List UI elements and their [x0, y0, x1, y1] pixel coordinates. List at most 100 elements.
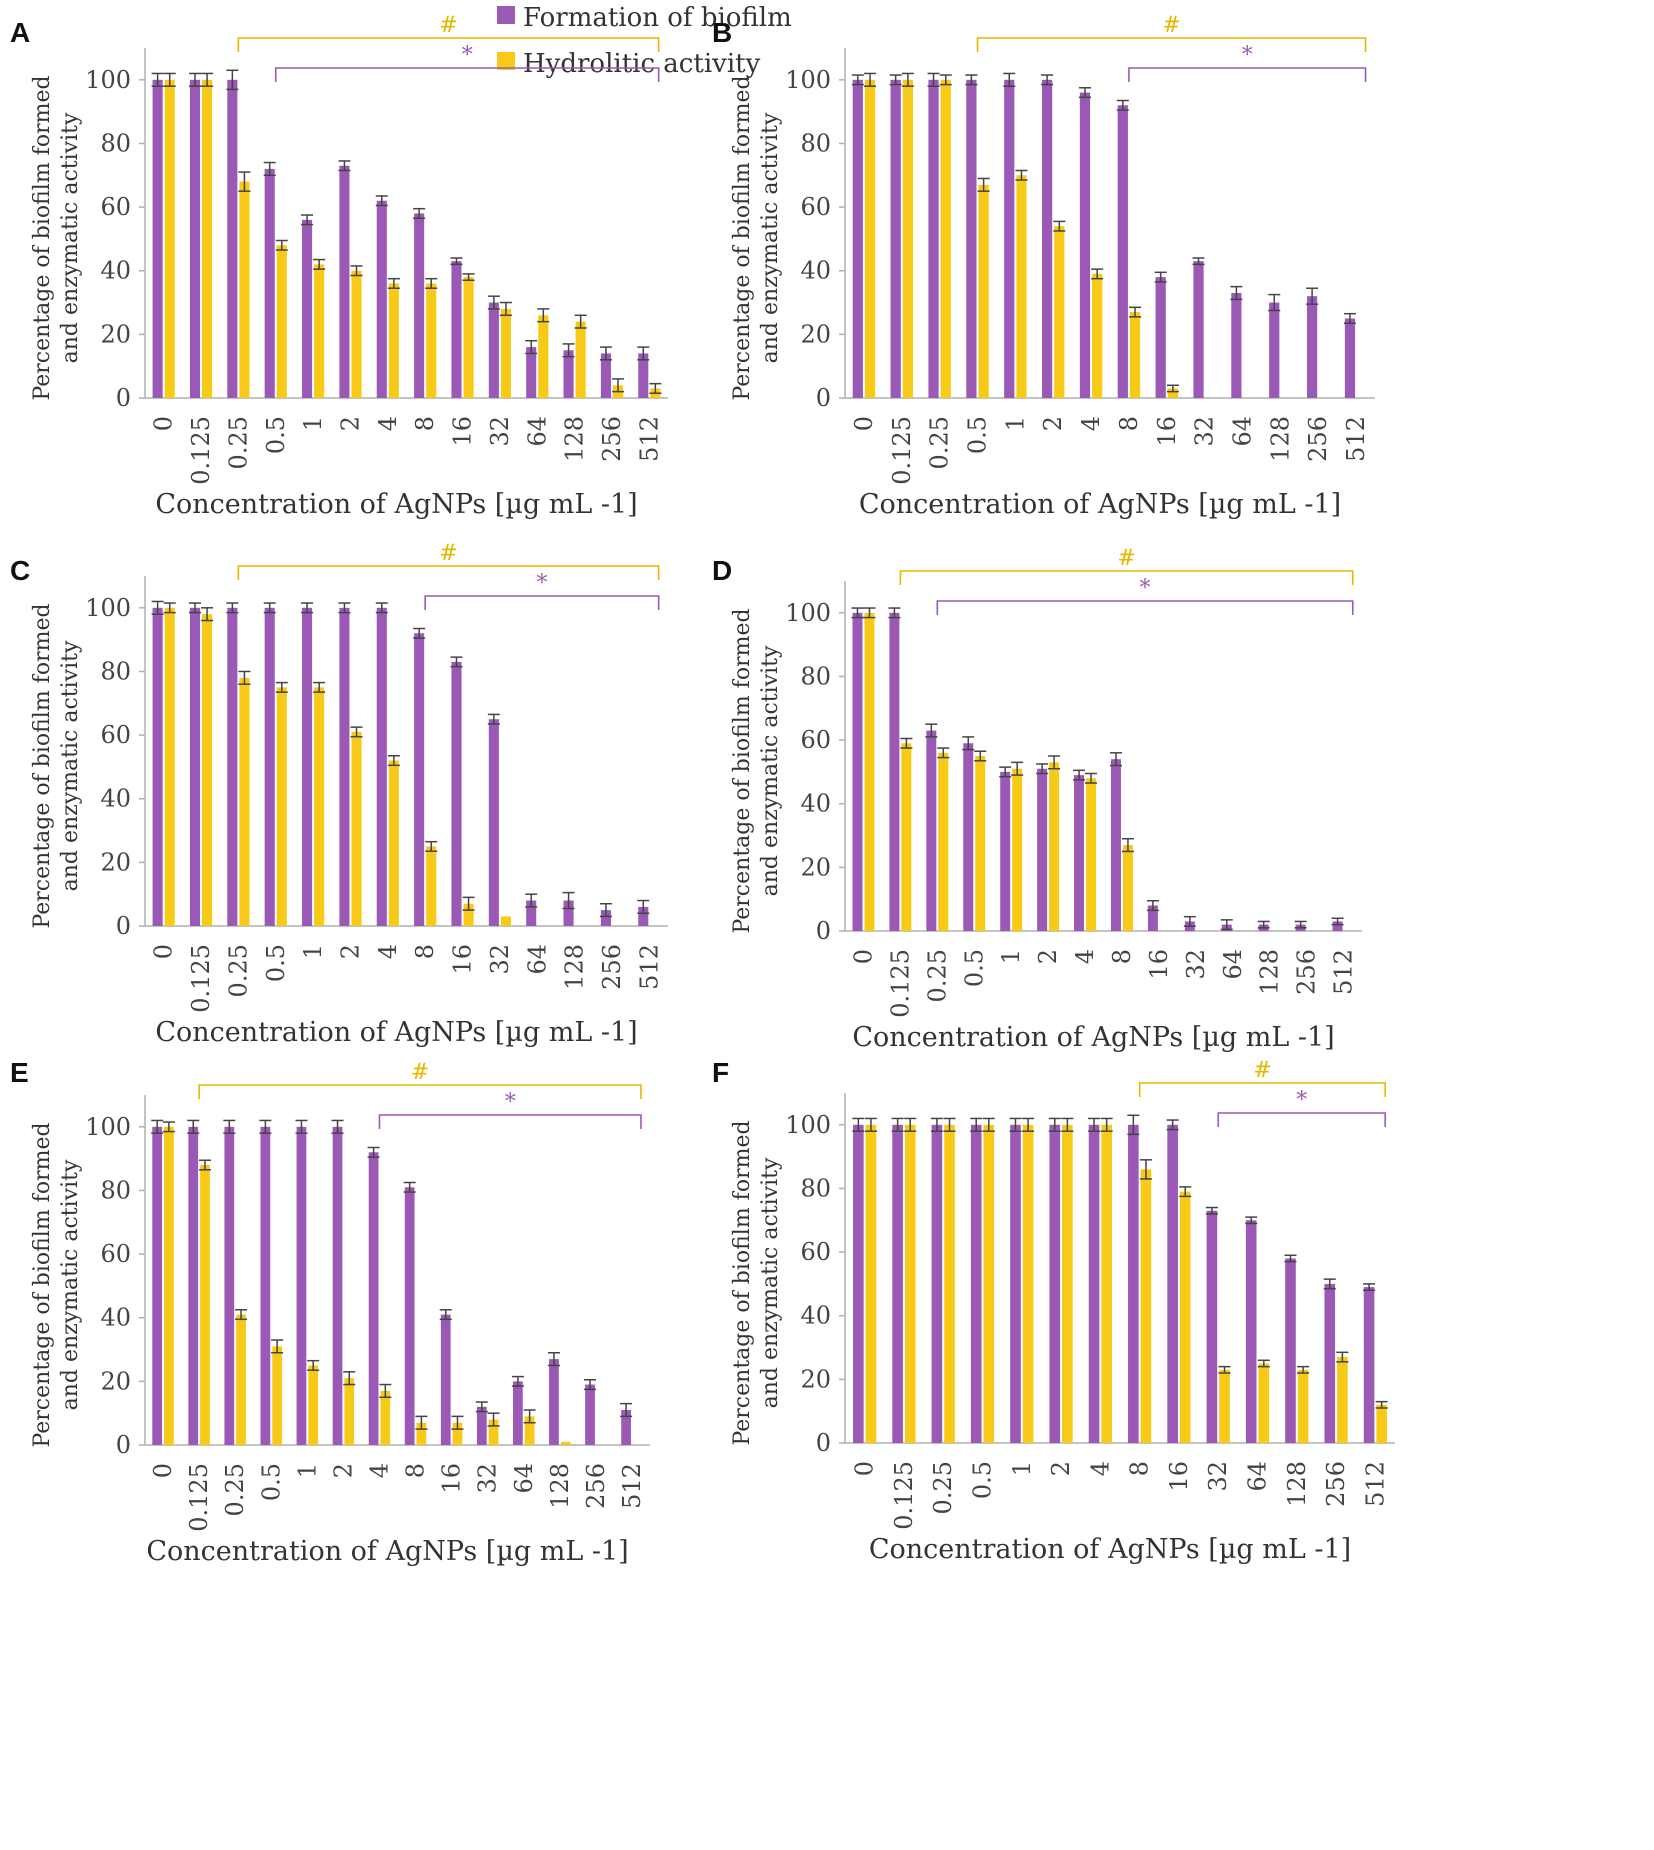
- bar-biofilm-16: [451, 661, 462, 926]
- x-tick-label: 2: [329, 1463, 357, 1478]
- x-tick-label: 8: [411, 416, 439, 431]
- bar-hydrolitic-16: [463, 903, 474, 926]
- bar-biofilm-32: [488, 719, 499, 926]
- bar-biofilm-64: [526, 347, 537, 398]
- x-tick-label: 64: [1219, 949, 1247, 980]
- significance-bracket-star: [1217, 1112, 1386, 1127]
- x-tick-label: 256: [1293, 949, 1321, 995]
- x-tick-label: 0.25: [221, 1463, 249, 1516]
- bar-biofilm-0: [852, 612, 863, 931]
- y-tick-label: 20: [800, 1365, 831, 1393]
- x-axis-title: Concentration of AgNPs [µg mL -1]: [852, 1022, 1334, 1053]
- significance-symbol-star: *: [1140, 576, 1151, 601]
- x-tick-label: 4: [1071, 949, 1099, 964]
- bar-biofilm-8: [1128, 1124, 1139, 1443]
- significance-bracket-hash: [198, 1084, 642, 1099]
- bar-hydrolitic-64: [524, 1416, 535, 1445]
- x-tick-label: 0.25: [224, 944, 252, 997]
- x-tick-label: 0.125: [886, 949, 914, 1018]
- bar-biofilm-4: [1088, 1124, 1100, 1443]
- y-tick-label: 60: [800, 1238, 831, 1266]
- bar-hydrolitic-0.5: [975, 756, 986, 931]
- x-tick-label: 256: [1322, 1461, 1350, 1507]
- bar-biofilm-8: [414, 213, 425, 398]
- bar-hydrolitic-4: [388, 283, 399, 398]
- bar-hydrolitic-64: [538, 315, 549, 398]
- x-tick-label: 4: [374, 944, 402, 959]
- bar-biofilm-0.25: [224, 1126, 235, 1445]
- significance-bracket-hash: [237, 565, 660, 580]
- bar-biofilm-32: [488, 302, 499, 398]
- y-tick-label: 0: [816, 384, 831, 412]
- bar-biofilm-0: [152, 79, 163, 399]
- bar-hydrolitic-0.5: [983, 1124, 995, 1443]
- bar-biofilm-4: [1074, 775, 1085, 931]
- bar-hydrolitic-1: [314, 264, 325, 398]
- bar-biofilm-2: [339, 165, 350, 398]
- x-tick-label: 64: [523, 944, 551, 975]
- bar-biofilm-1: [1000, 771, 1011, 931]
- bar-biofilm-16: [440, 1314, 451, 1445]
- bar-hydrolitic-0.25: [940, 79, 951, 399]
- bar-hydrolitic-16: [452, 1422, 463, 1445]
- bar-hydrolitic-4: [1086, 778, 1097, 931]
- x-tick-label: 2: [1047, 1461, 1075, 1476]
- bar-biofilm-128: [1285, 1258, 1296, 1443]
- x-tick-label: 256: [598, 944, 626, 990]
- bar-hydrolitic-1: [308, 1365, 319, 1445]
- bar-biofilm-64: [526, 900, 537, 926]
- y-tick-label: 60: [100, 1240, 131, 1268]
- y-tick-label: 20: [800, 320, 831, 348]
- x-tick-label: 32: [1191, 416, 1219, 447]
- y-tick-label: 0: [816, 1429, 831, 1457]
- bar-biofilm-16: [1167, 1124, 1178, 1443]
- x-tick-label: 4: [1086, 1461, 1114, 1476]
- x-tick-label: 0.125: [890, 1461, 918, 1530]
- x-tick-label: 8: [1108, 949, 1136, 964]
- x-tick-label: 128: [561, 944, 589, 990]
- bar-biofilm-2: [339, 607, 350, 926]
- bar-biofilm-1: [1004, 79, 1015, 399]
- y-tick-label: 40: [100, 257, 131, 285]
- bar-hydrolitic-2: [1049, 762, 1060, 931]
- legend-swatch-hydrolitic: [497, 52, 515, 70]
- bar-biofilm-0.25: [926, 730, 937, 931]
- y-tick-label: 80: [800, 662, 831, 690]
- x-tick-label: 128: [1283, 1461, 1311, 1507]
- bar-biofilm-0.5: [264, 168, 275, 398]
- bar-biofilm-2: [1037, 768, 1048, 931]
- y-tick-label: 100: [85, 594, 131, 622]
- significance-bracket-hash: [899, 570, 1354, 585]
- x-tick-label: 64: [523, 416, 551, 447]
- x-tick-label: 64: [1229, 416, 1257, 447]
- bar-hydrolitic-0.25: [944, 1124, 955, 1443]
- x-tick-label: 0.5: [964, 416, 992, 454]
- x-tick-label: 8: [402, 1463, 430, 1478]
- chart-panel-e: E 0 20 40 60 80 100 0 0.125 0.25 0.5 1 2 4 8 16 32 64 128 2…: [10, 1057, 650, 1567]
- bar-hydrolitic-32: [488, 1419, 499, 1445]
- x-tick-label: 0.5: [257, 1463, 285, 1501]
- panel-letter: C: [10, 555, 30, 586]
- bar-biofilm-64: [1231, 293, 1242, 398]
- bar-hydrolitic-256: [1337, 1357, 1348, 1443]
- bar-hydrolitic-1: [1016, 175, 1027, 398]
- bar-hydrolitic-4: [1092, 273, 1103, 398]
- bar-biofilm-0.25: [928, 79, 939, 399]
- significance-symbol-hash: #: [411, 1060, 429, 1085]
- bar-biofilm-0.5: [260, 1126, 271, 1445]
- bar-hydrolitic-0.125: [901, 743, 912, 931]
- bar-hydrolitic-1: [1012, 768, 1023, 931]
- bar-hydrolitic-0: [864, 612, 875, 931]
- x-tick-label: 128: [561, 416, 589, 462]
- x-tick-label: 16: [438, 1463, 466, 1494]
- significance-symbol-hash: #: [439, 13, 457, 38]
- x-tick-label: 8: [1115, 416, 1143, 431]
- legend-swatch-biofilm: [497, 6, 515, 24]
- significance-symbol-star: *: [1296, 1088, 1307, 1113]
- x-axis-title: Concentration of AgNPs [µg mL -1]: [146, 1536, 628, 1567]
- significance-symbol-hash: #: [1162, 13, 1180, 38]
- bar-hydrolitic-0.5: [978, 184, 989, 398]
- y-tick-label: 20: [100, 848, 131, 876]
- x-tick-label: 128: [1256, 949, 1284, 995]
